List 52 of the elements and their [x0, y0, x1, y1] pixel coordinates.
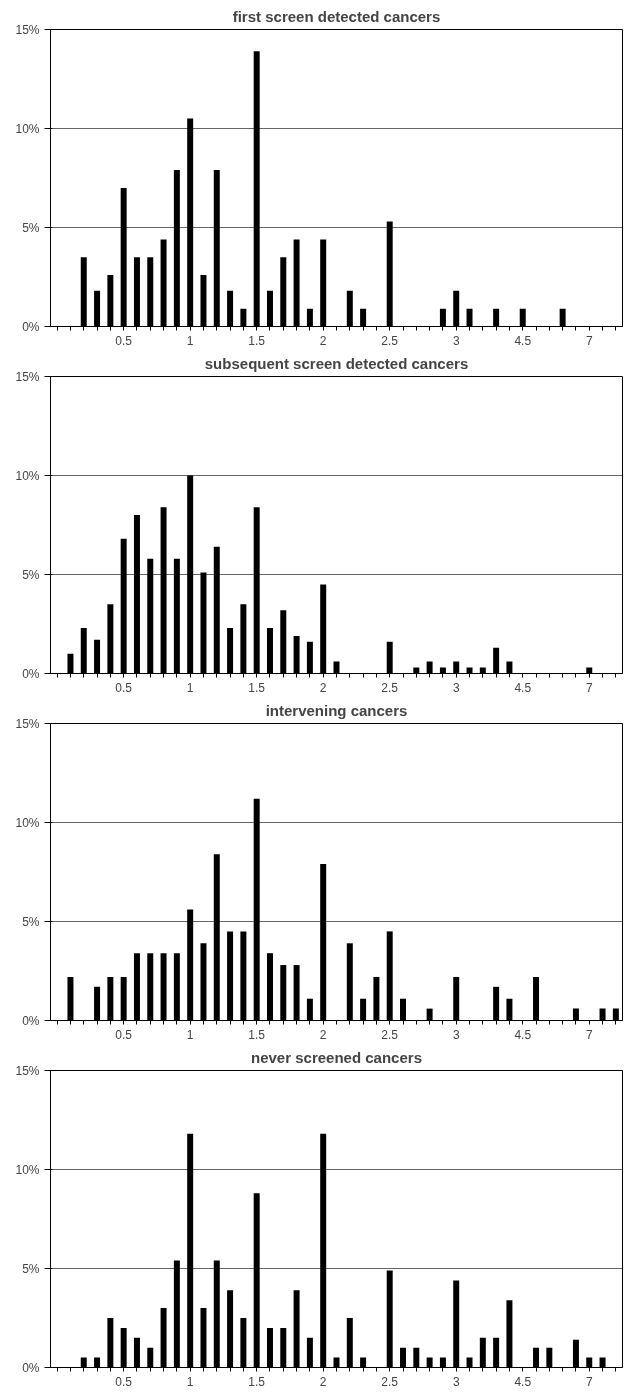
x-tick-label: 4.5 — [514, 1027, 532, 1042]
y-tick-label: 15% — [15, 1063, 40, 1078]
x-tick-label: 1 — [186, 333, 194, 348]
x-tick-label: 1.5 — [248, 1027, 266, 1042]
x-tick-label: 0.5 — [115, 680, 133, 695]
chart-title: never screened cancers — [251, 1048, 422, 1066]
x-tick-label: 4.5 — [514, 680, 532, 695]
x-tick-label: 2.5 — [381, 680, 399, 695]
y-tick-label: 15% — [15, 716, 40, 731]
y-tick-label: 5% — [22, 567, 40, 582]
x-tick-label: 1 — [186, 680, 194, 695]
x-tick-label: 3 — [452, 1374, 460, 1389]
x-tick-label: 1.5 — [248, 680, 266, 695]
x-tick-label: 4.5 — [514, 333, 532, 348]
x-tick-label: 1 — [186, 1374, 194, 1389]
y-tick-label: 15% — [15, 369, 40, 384]
y-tick-label: 0% — [22, 666, 40, 681]
x-tick-label: 7 — [585, 1027, 593, 1042]
x-tick-label: 1.5 — [248, 1374, 266, 1389]
y-tick-label: 0% — [22, 1013, 40, 1028]
x-tick-label: 2 — [319, 1374, 327, 1389]
y-tick-label: 10% — [15, 121, 40, 136]
x-tick-label: 7 — [585, 680, 593, 695]
y-tick-label: 0% — [22, 319, 40, 334]
x-tick-label: 7 — [585, 333, 593, 348]
y-tick-label: 10% — [15, 815, 40, 830]
x-tick-label: 7 — [585, 1374, 593, 1389]
x-tick-label: 2 — [319, 333, 327, 348]
y-tick-label: 0% — [22, 1360, 40, 1375]
y-tick-label: 5% — [22, 914, 40, 929]
x-tick-label: 3 — [452, 680, 460, 695]
x-tick-label: 2 — [319, 1027, 327, 1042]
y-tick-label: 5% — [22, 220, 40, 235]
x-tick-label: 2.5 — [381, 1374, 399, 1389]
x-tick-label: 2.5 — [381, 333, 399, 348]
chart-title: intervening cancers — [265, 701, 408, 719]
x-tick-label: 0.5 — [115, 1374, 133, 1389]
chart-title: first screen detected cancers — [232, 7, 441, 25]
x-tick-label: 1 — [186, 1027, 194, 1042]
x-tick-label: 3 — [452, 333, 460, 348]
y-tick-label: 15% — [15, 22, 40, 37]
y-tick-label: 10% — [15, 468, 40, 483]
x-tick-label: 4.5 — [514, 1374, 532, 1389]
x-tick-label: 0.5 — [115, 333, 133, 348]
y-tick-label: 10% — [15, 1162, 40, 1177]
chart-title: subsequent screen detected cancers — [204, 354, 469, 372]
x-tick-label: 1.5 — [248, 333, 266, 348]
x-tick-label: 2.5 — [381, 1027, 399, 1042]
y-tick-label: 5% — [22, 1261, 40, 1276]
x-tick-label: 2 — [319, 680, 327, 695]
x-tick-label: 0.5 — [115, 1027, 133, 1042]
x-tick-label: 3 — [452, 1027, 460, 1042]
